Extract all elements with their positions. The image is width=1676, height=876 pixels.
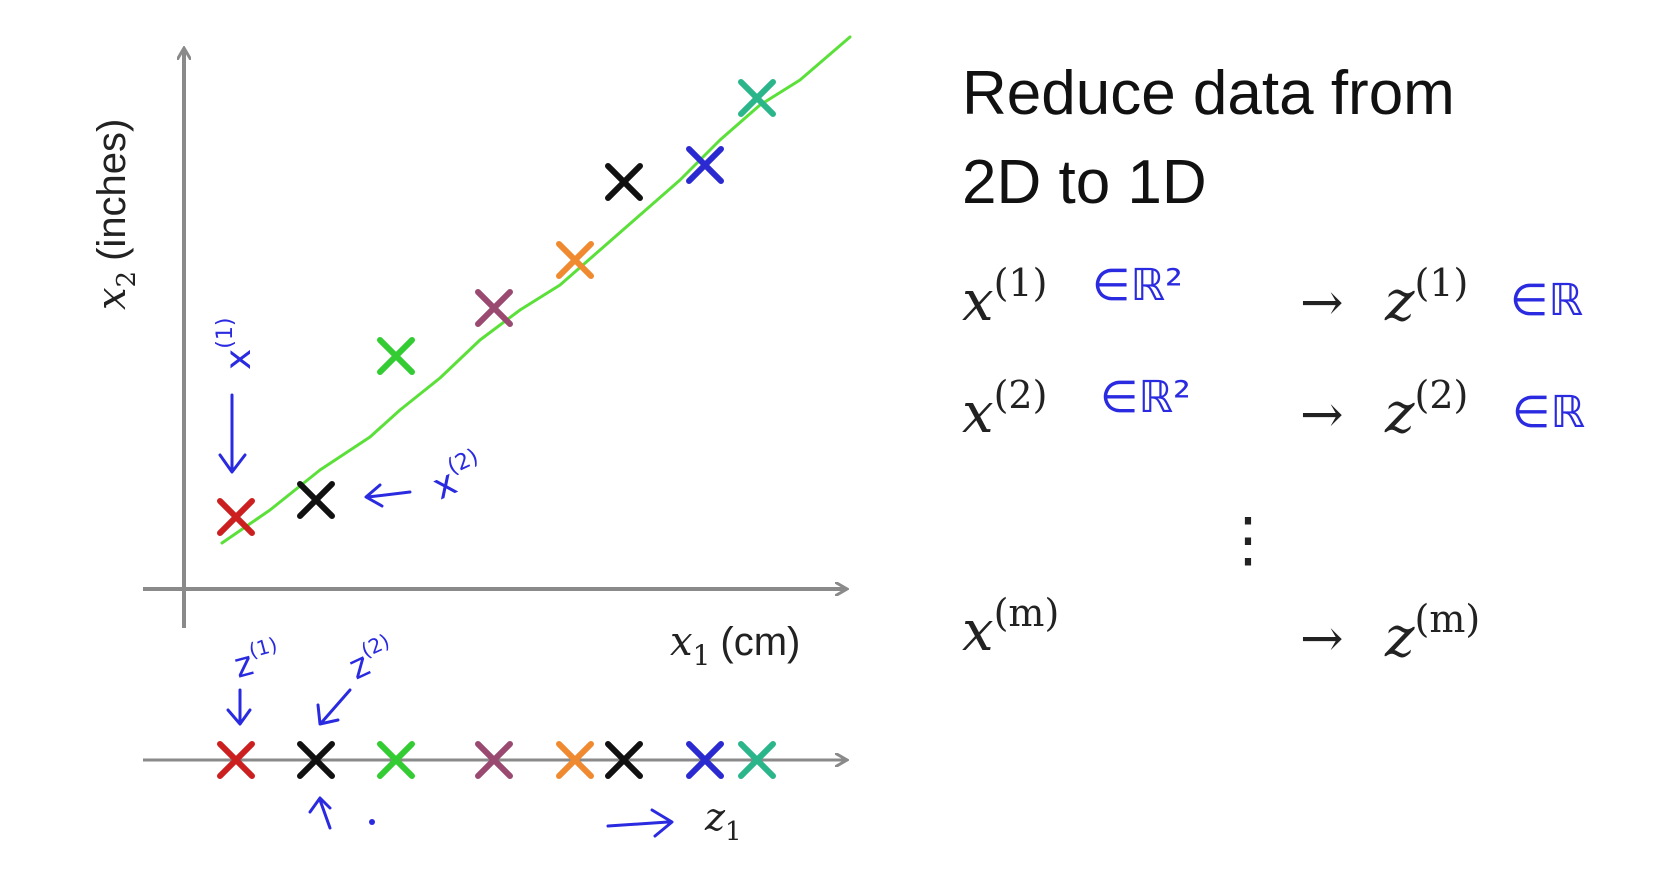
vertical-ellipsis: ⋮ xyxy=(1218,505,1278,575)
z1-axis-label-sub: 1 xyxy=(725,817,742,847)
label-z2: z(2) xyxy=(341,629,401,688)
title-line-2: 2D to 1D xyxy=(962,148,1207,217)
arrow-down-z2 xyxy=(316,688,352,726)
row1-domain: ∈ℝ² xyxy=(1092,260,1183,311)
mapping-row-m: x(m) → z(m) xyxy=(962,591,1480,670)
data-point-1d xyxy=(686,741,724,779)
arrow-right-z1 xyxy=(606,808,674,838)
svg-text:z(1): z(1) xyxy=(1384,261,1468,334)
data-point-1d xyxy=(217,741,255,779)
label-z1: z(1) xyxy=(229,632,285,686)
arrow-down-x1 xyxy=(218,393,247,474)
svg-text:x(1): x(1) xyxy=(962,261,1047,334)
projection-line xyxy=(220,35,852,545)
label-x1: x(1) xyxy=(213,318,259,370)
data-point-2d xyxy=(475,289,513,327)
z1-axis-label: z1 xyxy=(704,795,742,847)
title-line-1: Reduce data from xyxy=(962,59,1455,128)
x-axis-label-var: x xyxy=(670,619,693,665)
data-point-2d xyxy=(217,498,255,536)
handwritten-annotations xyxy=(218,393,674,838)
rowm-arrow: → xyxy=(1300,609,1344,669)
mapping-row-1: x(1) ∈ℝ² → z(1) ∈ℝ xyxy=(962,260,1583,334)
row1-z: z xyxy=(1384,269,1415,334)
y-axis-label-unit: (inches) xyxy=(90,119,134,261)
row2-arrow: → xyxy=(1300,385,1344,445)
mapping-row-2: x(2) ∈ℝ² → z(2) ∈ℝ xyxy=(962,372,1585,446)
svg-text:z(2): z(2) xyxy=(341,629,401,688)
row1-arrow: → xyxy=(1300,273,1344,333)
svg-text:z(2): z(2) xyxy=(1384,373,1468,446)
row2-sup: (2) xyxy=(994,373,1048,417)
data-point-2d xyxy=(686,146,724,184)
arrow-down-z1 xyxy=(226,688,252,726)
data-point-2d xyxy=(605,163,643,201)
label-x1-var: x xyxy=(218,349,259,370)
z1-axis-label-var: z xyxy=(704,795,726,839)
svg-text:x(2): x(2) xyxy=(962,373,1047,446)
row2-zdomain: ∈ℝ xyxy=(1512,387,1585,438)
x-axis-label: x1 (cm) xyxy=(670,619,800,672)
data-point-2d xyxy=(297,481,335,519)
data-point-2d xyxy=(738,79,776,117)
row2-z: z xyxy=(1384,381,1415,446)
y-axis-label-var: x xyxy=(89,287,135,310)
row2-x: x xyxy=(962,381,994,446)
data-point-1d xyxy=(556,741,594,779)
y-axis-label-sub: 2 xyxy=(112,271,142,288)
svg-text:z(1): z(1) xyxy=(229,632,285,686)
svg-text:z(m): z(m) xyxy=(1384,597,1480,670)
arrow-left-x2 xyxy=(364,483,412,508)
svg-text:x(m): x(m) xyxy=(962,591,1059,664)
rowm-sup: (m) xyxy=(994,591,1060,635)
row2-domain: ∈ℝ² xyxy=(1100,372,1191,423)
x-axis-label-unit: (cm) xyxy=(720,620,800,664)
data-point-2d xyxy=(377,337,415,375)
row1-sup: (1) xyxy=(994,261,1048,305)
x-axis-label-sub: 1 xyxy=(693,639,711,672)
rowm-z: z xyxy=(1384,605,1415,670)
arrow-up-under-point xyxy=(308,796,332,830)
row2-zsup: (2) xyxy=(1415,373,1469,417)
y-axis-label: x2 (inches) xyxy=(89,119,142,310)
data-point-2d xyxy=(556,241,594,279)
data-point-1d xyxy=(738,741,776,779)
label-x1-sup: (1) xyxy=(213,318,238,349)
data-point-1d xyxy=(297,741,335,779)
data-points-2d xyxy=(217,79,776,536)
row1-zdomain: ∈ℝ xyxy=(1510,275,1583,326)
svg-text:x2(inches): x2 (inches) xyxy=(89,119,142,310)
data-point-1d xyxy=(377,741,415,779)
rowm-zsup: (m) xyxy=(1415,597,1481,641)
data-points-1d xyxy=(217,741,776,779)
svg-text:x(2): x(2) xyxy=(424,444,491,508)
stray-dot xyxy=(369,819,375,825)
data-point-1d xyxy=(605,741,643,779)
svg-text:x(1): x(1) xyxy=(213,318,259,370)
rowm-x: x xyxy=(962,599,994,664)
label-z1-sup: (1) xyxy=(246,632,280,663)
data-point-1d xyxy=(475,741,513,779)
row1-x: x xyxy=(962,269,994,334)
row1-zsup: (1) xyxy=(1415,261,1469,305)
label-x2: x(2) xyxy=(424,444,491,508)
